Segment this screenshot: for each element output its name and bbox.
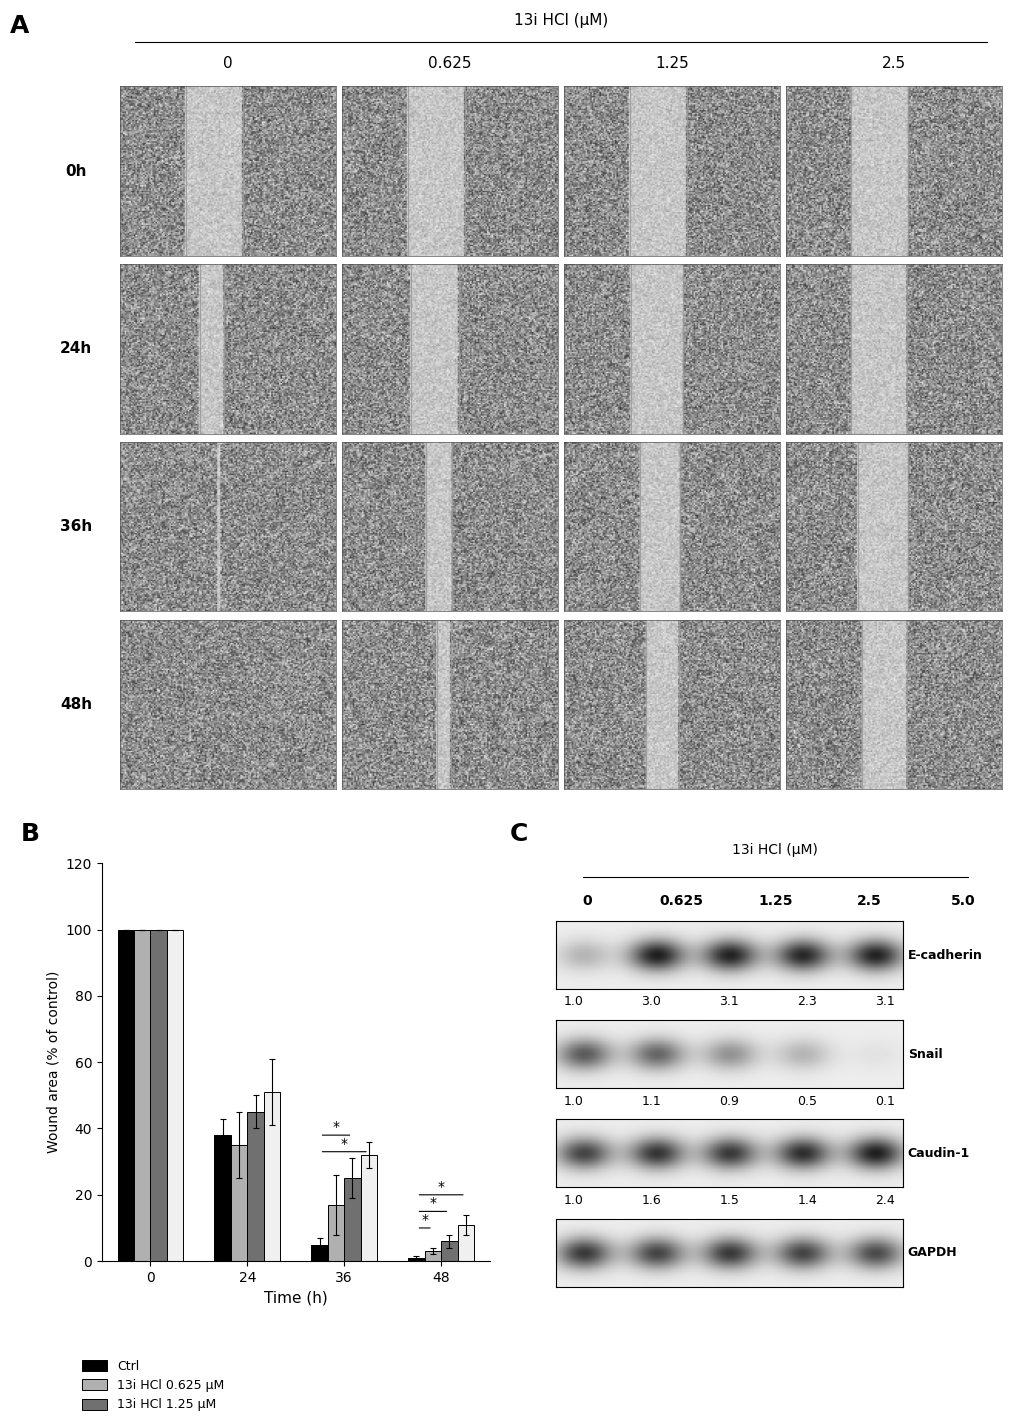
Bar <box>311 1244 327 1261</box>
Text: *: * <box>429 1196 436 1210</box>
Bar <box>167 930 183 1261</box>
Bar <box>327 1204 344 1261</box>
Bar <box>248 1112 264 1261</box>
Y-axis label: 48h: 48h <box>60 697 92 713</box>
Bar <box>264 1093 280 1261</box>
Y-axis label: Wound area (% of control): Wound area (% of control) <box>46 971 60 1153</box>
Text: 1.4: 1.4 <box>797 1193 816 1207</box>
Text: 0: 0 <box>223 57 232 71</box>
Text: 1.6: 1.6 <box>641 1193 660 1207</box>
Text: 1.25: 1.25 <box>757 894 792 908</box>
Y-axis label: 24h: 24h <box>60 341 92 357</box>
Text: *: * <box>437 1180 444 1193</box>
Text: 1.0: 1.0 <box>562 995 583 1009</box>
Text: 0.5: 0.5 <box>797 1094 816 1108</box>
Text: 0.9: 0.9 <box>718 1094 739 1108</box>
Y-axis label: 0h: 0h <box>65 163 87 179</box>
Bar <box>344 1179 361 1261</box>
Text: 1.1: 1.1 <box>641 1094 660 1108</box>
Text: 3.1: 3.1 <box>874 995 895 1009</box>
Bar <box>151 930 167 1261</box>
Bar <box>440 1241 458 1261</box>
Bar <box>408 1258 424 1261</box>
Text: B: B <box>20 822 40 846</box>
Text: Snail: Snail <box>907 1047 942 1061</box>
Text: Caudin-1: Caudin-1 <box>907 1146 969 1161</box>
Text: 13i HCl (μM): 13i HCl (μM) <box>732 843 817 857</box>
Text: 0: 0 <box>582 894 591 908</box>
Bar <box>133 930 151 1261</box>
Bar <box>458 1224 474 1261</box>
Text: 0.625: 0.625 <box>658 894 702 908</box>
Legend: Ctrl, 13i HCl 0.625 μM, 13i HCl 1.25 μM, 13i HCl 2.5 μM: Ctrl, 13i HCl 0.625 μM, 13i HCl 1.25 μM,… <box>77 1355 229 1417</box>
Text: C: C <box>510 822 528 846</box>
Y-axis label: 36h: 36h <box>60 519 92 534</box>
Text: 13i HCl (μM): 13i HCl (μM) <box>514 13 607 28</box>
Text: *: * <box>421 1213 428 1227</box>
Text: 3.1: 3.1 <box>718 995 739 1009</box>
Text: *: * <box>332 1119 339 1134</box>
Text: *: * <box>340 1136 347 1151</box>
Text: 1.25: 1.25 <box>654 57 688 71</box>
Bar <box>361 1155 377 1261</box>
Text: A: A <box>10 14 30 38</box>
Text: 1.0: 1.0 <box>562 1193 583 1207</box>
Text: 3.0: 3.0 <box>641 995 660 1009</box>
Text: 0.1: 0.1 <box>874 1094 895 1108</box>
Bar <box>424 1251 440 1261</box>
Text: 2.3: 2.3 <box>797 995 816 1009</box>
Bar <box>230 1145 248 1261</box>
Text: 5.0: 5.0 <box>950 894 975 908</box>
Text: 2.5: 2.5 <box>880 57 905 71</box>
Text: 0.625: 0.625 <box>428 57 472 71</box>
Bar <box>214 1135 230 1261</box>
Text: E-cadherin: E-cadherin <box>907 948 981 962</box>
Text: GAPDH: GAPDH <box>907 1246 957 1260</box>
Text: 2.5: 2.5 <box>856 894 880 908</box>
Bar <box>117 930 133 1261</box>
Text: 1.0: 1.0 <box>562 1094 583 1108</box>
Text: 2.4: 2.4 <box>874 1193 895 1207</box>
X-axis label: Time (h): Time (h) <box>264 1291 327 1305</box>
Text: 1.5: 1.5 <box>718 1193 739 1207</box>
